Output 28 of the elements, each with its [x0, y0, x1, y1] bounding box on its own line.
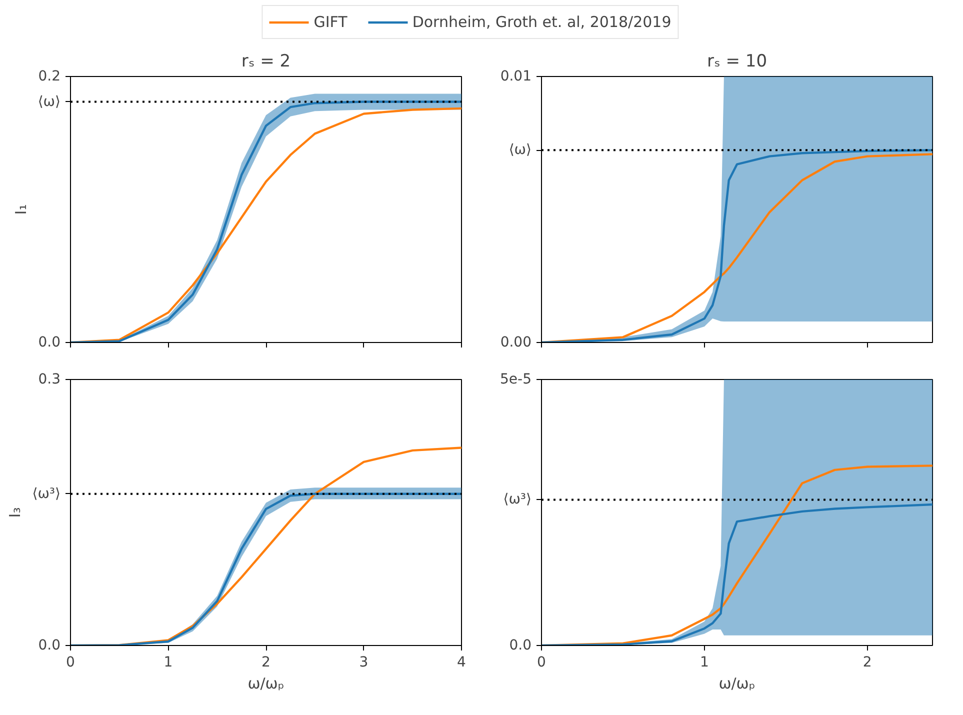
y-tick-label: ⟨ω⟩	[38, 94, 61, 110]
y-tick-label: 0.00	[500, 334, 532, 350]
x-tick-label: 0	[66, 654, 75, 670]
y-axis-title: I₁	[12, 204, 30, 215]
x-tick-label: 2	[862, 654, 872, 670]
y-tick-label: 0.3	[38, 372, 60, 388]
y-tick-label: 0.0	[38, 334, 60, 350]
x-tick-label: 1	[700, 654, 709, 670]
x-tick-label: 4	[457, 654, 466, 670]
x-tick-label: 0	[537, 654, 546, 670]
x-tick-label: 1	[164, 654, 173, 670]
y-tick-label: 0.0	[509, 638, 532, 654]
y-tick-label: 0.01	[500, 68, 532, 84]
legend-label: Dornheim, Groth et. al, 2018/2019	[412, 13, 672, 31]
y-axis-title: I₃	[6, 507, 24, 518]
y-tick-label: ⟨ω³⟩	[503, 492, 532, 508]
y-tick-label: 5e-5	[500, 372, 532, 388]
y-tick-label: ⟨ω⟩	[508, 142, 532, 158]
legend-label: GIFT	[314, 13, 348, 31]
y-tick-label: ⟨ω³⟩	[32, 486, 61, 502]
x-axis-title: ω/ωₚ	[718, 674, 756, 692]
chart-title: rₛ = 2	[241, 52, 291, 72]
y-tick-label: 0.2	[38, 68, 60, 84]
chart-title: rₛ = 10	[706, 52, 768, 72]
x-tick-label: 2	[262, 654, 270, 670]
y-tick-label: 0.0	[38, 638, 60, 654]
x-axis-title: ω/ωₚ	[248, 674, 284, 692]
x-tick-label: 3	[359, 654, 368, 670]
